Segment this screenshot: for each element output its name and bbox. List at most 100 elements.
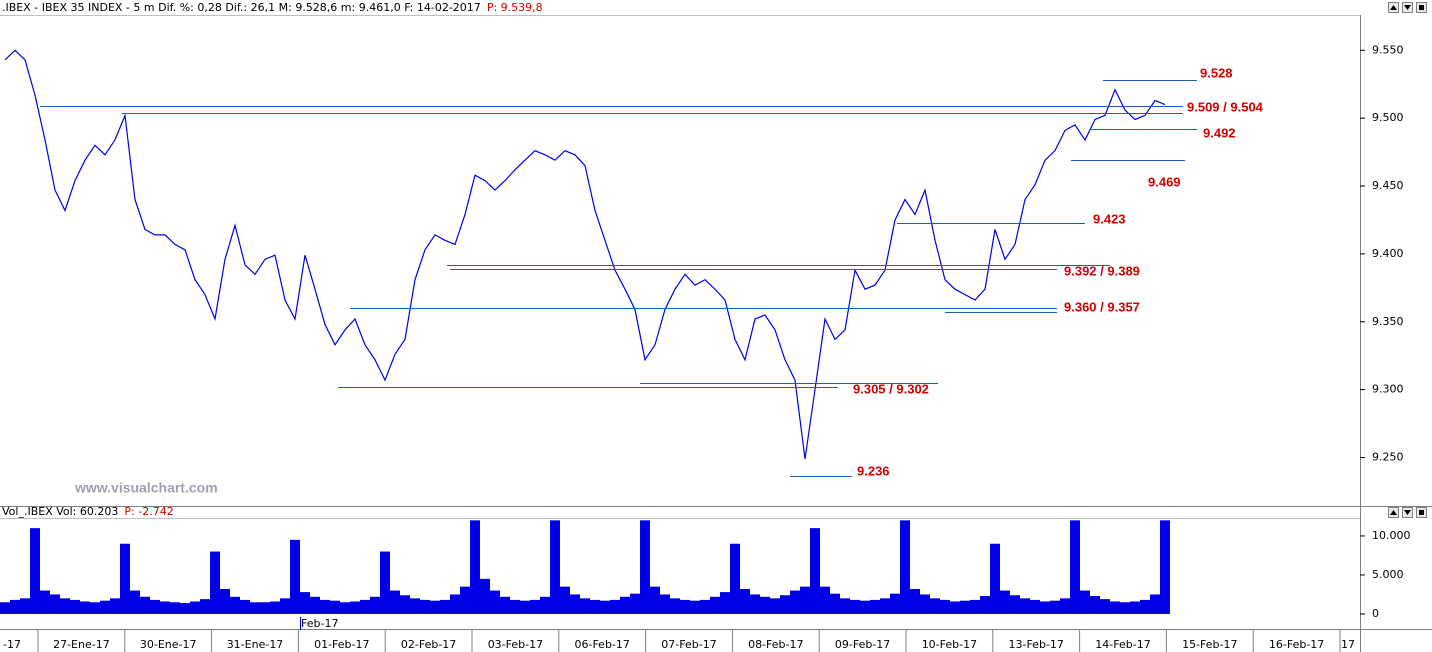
volume-bar bbox=[1090, 596, 1100, 614]
volume-bar bbox=[740, 588, 750, 614]
volume-bar bbox=[120, 543, 130, 614]
volume-bar bbox=[590, 599, 600, 614]
x-tick-label: 30-Ene-17 bbox=[140, 638, 197, 651]
volume-bar bbox=[1070, 520, 1080, 614]
volume-bar bbox=[490, 590, 500, 614]
panel-buttons[interactable] bbox=[1388, 2, 1427, 13]
x-tick-label: 15-Feb-17 bbox=[1182, 638, 1237, 651]
volume-bar bbox=[160, 601, 170, 614]
price-line bbox=[4, 49, 1166, 459]
volume-bar bbox=[140, 596, 150, 614]
icon bbox=[1404, 510, 1411, 515]
volume-bar bbox=[1060, 598, 1070, 614]
volume-bar bbox=[990, 543, 1000, 614]
volume-bar bbox=[180, 603, 190, 614]
y-tick-label: 9.450 bbox=[1372, 179, 1404, 192]
volume-bar bbox=[460, 586, 470, 614]
volume-bar bbox=[500, 596, 510, 614]
volume-bar bbox=[610, 599, 620, 614]
volume-bar bbox=[780, 595, 790, 614]
volume-bar bbox=[820, 586, 830, 614]
volume-bar bbox=[260, 602, 270, 614]
x-tick-label: 01-Feb-17 bbox=[314, 638, 369, 651]
volume-bar bbox=[10, 599, 20, 614]
volume-bar bbox=[280, 598, 290, 614]
x-tick-label: 14-Feb-17 bbox=[1095, 638, 1150, 651]
volume-bar bbox=[710, 596, 720, 614]
volume-bar bbox=[340, 602, 350, 614]
volume-bar bbox=[430, 600, 440, 614]
x-tick-label: 07-Feb-17 bbox=[661, 638, 716, 651]
volume-bar bbox=[250, 602, 260, 614]
level-label: 9.528 bbox=[1200, 65, 1233, 80]
level-label: 9.360 / 9.357 bbox=[1064, 299, 1140, 314]
volume-bar bbox=[1110, 601, 1120, 614]
x-tick-label: 31-Ene-17 bbox=[227, 638, 284, 651]
chart-title-extra: P: 9.539,8 bbox=[487, 1, 543, 14]
volume-bar bbox=[150, 599, 160, 614]
x-tick-label: 02-Feb-17 bbox=[401, 638, 456, 651]
chart-title-extra: P: -2.742 bbox=[124, 505, 173, 518]
volume-bar bbox=[110, 598, 120, 614]
x-tick-label: 27-Ene-17 bbox=[53, 638, 110, 651]
volume-bar bbox=[720, 592, 730, 614]
volume-bar bbox=[1040, 601, 1050, 614]
x-tick-label: 08-Feb-17 bbox=[748, 638, 803, 651]
volume-bar bbox=[870, 599, 880, 614]
volume-bar bbox=[950, 601, 960, 614]
volume-bar bbox=[20, 598, 30, 614]
volume-bar bbox=[130, 590, 140, 614]
x-tick-label: 10-Feb-17 bbox=[922, 638, 977, 651]
volume-bar bbox=[80, 601, 90, 614]
x-tick-label: 16-Feb-17 bbox=[1269, 638, 1324, 651]
volume-bar bbox=[890, 593, 900, 614]
volume-bar bbox=[1140, 599, 1150, 614]
volume-bar bbox=[1100, 599, 1110, 614]
month-label: Feb-17 bbox=[301, 617, 338, 630]
volume-bar bbox=[560, 586, 570, 614]
level-label: 9.509 / 9.504 bbox=[1187, 99, 1264, 114]
icon bbox=[1390, 510, 1397, 515]
volume-bar bbox=[220, 588, 230, 614]
y-tick-label: 9.400 bbox=[1372, 247, 1404, 260]
volume-bar bbox=[30, 528, 40, 614]
y-tick-label: 9.250 bbox=[1372, 450, 1404, 463]
icon bbox=[1419, 510, 1424, 515]
volume-bar bbox=[580, 598, 590, 614]
volume-bar bbox=[0, 602, 10, 614]
volume-bar bbox=[310, 596, 320, 614]
volume-bar bbox=[800, 586, 810, 614]
volume-bar bbox=[40, 590, 50, 614]
volume-bar bbox=[1020, 598, 1030, 614]
volume-bar bbox=[1010, 595, 1020, 614]
volume-bar bbox=[210, 551, 220, 614]
volume-bar bbox=[660, 594, 670, 614]
y-tick-label: 9.350 bbox=[1372, 315, 1404, 328]
volume-bar bbox=[640, 520, 650, 614]
volume-bar bbox=[1000, 590, 1010, 614]
volume-bar bbox=[510, 599, 520, 614]
volume-bar bbox=[370, 596, 380, 614]
volume-bar bbox=[530, 599, 540, 614]
chart-title: Vol_.IBEX Vol: 60.203 bbox=[2, 505, 118, 518]
volume-bar bbox=[320, 599, 330, 614]
volume-bar bbox=[350, 601, 360, 614]
volume-bar bbox=[920, 594, 930, 614]
volume-bar bbox=[970, 599, 980, 614]
icon bbox=[1390, 5, 1397, 10]
volume-bar bbox=[690, 600, 700, 614]
volume-bar bbox=[790, 590, 800, 614]
volume-bar bbox=[200, 599, 210, 614]
volume-bar bbox=[570, 594, 580, 614]
volume-bar bbox=[240, 599, 250, 614]
volume-bar bbox=[1080, 590, 1090, 614]
volume-bar bbox=[270, 601, 280, 614]
volume-bar bbox=[940, 599, 950, 614]
volume-bar bbox=[670, 598, 680, 614]
volume-bar bbox=[390, 590, 400, 614]
panel-buttons[interactable] bbox=[1388, 507, 1427, 518]
x-tick-label: 03-Feb-17 bbox=[488, 638, 543, 651]
volume-bar bbox=[830, 593, 840, 614]
volume-bar bbox=[50, 594, 60, 614]
volume-bar bbox=[630, 593, 640, 614]
